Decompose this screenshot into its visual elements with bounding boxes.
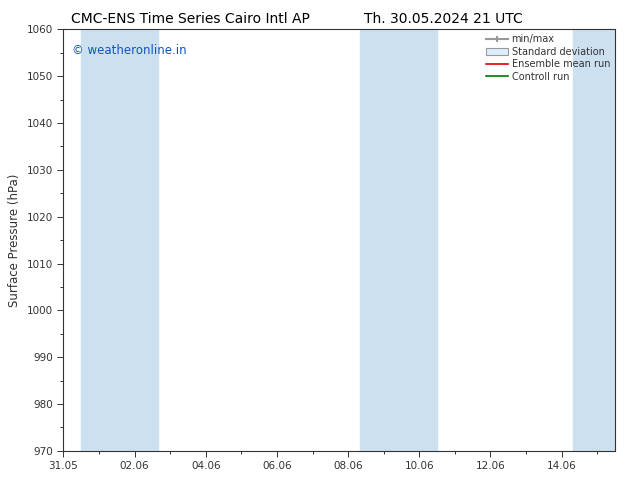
Bar bbox=[573, 29, 615, 451]
Text: Th. 30.05.2024 21 UTC: Th. 30.05.2024 21 UTC bbox=[365, 12, 523, 26]
Bar bbox=[360, 29, 437, 451]
Text: © weatheronline.in: © weatheronline.in bbox=[72, 44, 186, 57]
Y-axis label: Surface Pressure (hPa): Surface Pressure (hPa) bbox=[8, 173, 21, 307]
Bar bbox=[81, 29, 158, 451]
Legend: min/max, Standard deviation, Ensemble mean run, Controll run: min/max, Standard deviation, Ensemble me… bbox=[484, 32, 612, 83]
Text: CMC-ENS Time Series Cairo Intl AP: CMC-ENS Time Series Cairo Intl AP bbox=[71, 12, 309, 26]
